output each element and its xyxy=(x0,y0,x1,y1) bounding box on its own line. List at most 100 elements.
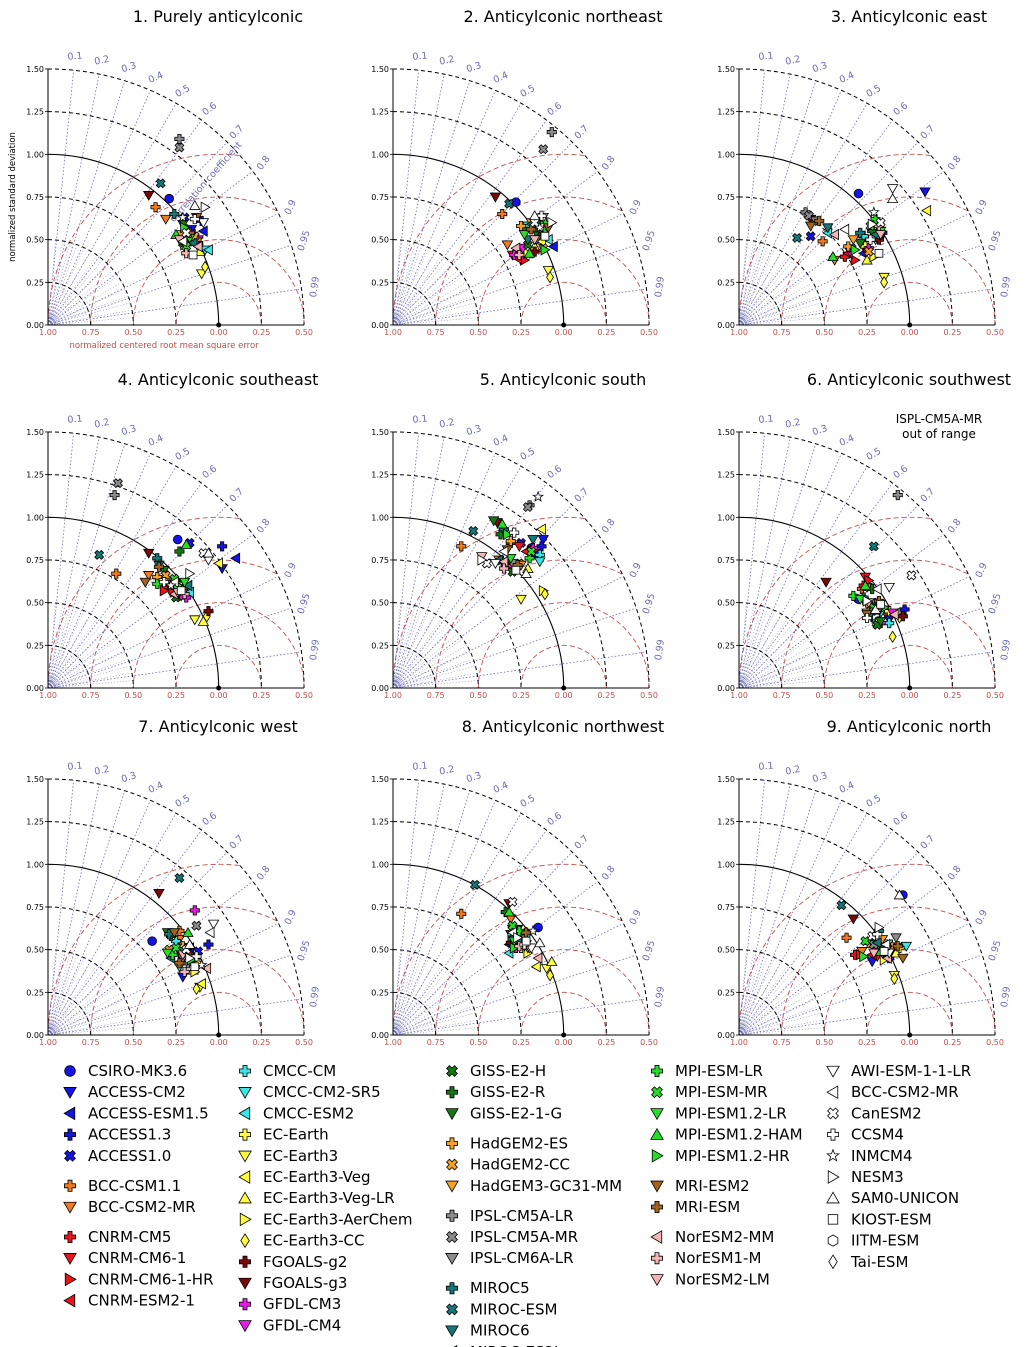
correlation-tick-label: 0.6 xyxy=(200,100,219,118)
data-point-star xyxy=(532,490,545,502)
correlation-minor-line xyxy=(738,651,817,689)
crmse-tick-label: 0.25 xyxy=(167,328,185,337)
crmse-tick-label: 0.50 xyxy=(986,691,1004,700)
correlation-minor-line xyxy=(47,254,98,326)
std-tick-label: 1.50 xyxy=(371,65,389,74)
crmse-arc xyxy=(47,863,240,1035)
legend-label: MPI-ESM1.2-LR xyxy=(675,1104,787,1122)
data-point-triangle-down xyxy=(501,240,514,251)
correlation-tick-label: 0.99 xyxy=(308,639,322,661)
legend-label: CNRM-CM5 xyxy=(88,1228,171,1246)
correlation-minor-line xyxy=(738,627,800,689)
data-point-plus xyxy=(814,215,825,226)
legend-label: IITM-ESM xyxy=(851,1232,919,1250)
legend-item: BCC-CSM1.1 xyxy=(64,1177,181,1195)
legend-marker-circle xyxy=(64,1065,76,1077)
std-tick-label: 1.50 xyxy=(371,428,389,437)
crmse-arc xyxy=(738,153,931,325)
data-point-plus xyxy=(526,224,537,235)
data-point-triangle-down xyxy=(168,928,181,939)
legend-item: EC-Earth3-Veg xyxy=(238,1168,371,1186)
std-arc xyxy=(47,559,177,689)
correlation-tick-label: 0.2 xyxy=(438,417,455,431)
data-point-plus xyxy=(892,490,903,501)
data-point-circle xyxy=(172,534,183,545)
correlation-tick-label: 0.4 xyxy=(492,433,510,449)
legend-label: CNRM-CM6-1 xyxy=(88,1249,186,1267)
correlation-tick-label: 0.2 xyxy=(93,417,110,431)
reference-point xyxy=(561,1032,567,1038)
std-arc xyxy=(392,111,607,326)
std-tick-label: 1.00 xyxy=(371,150,389,159)
data-point-cross xyxy=(836,900,847,911)
correlation-tick-label: 0.5 xyxy=(519,446,538,463)
correlation-tick-label: 0.95 xyxy=(296,592,313,616)
correlation-line xyxy=(47,171,254,326)
crmse-tick-label: 0.75 xyxy=(82,1038,100,1047)
data-point-triangle-down xyxy=(527,535,539,546)
legend-label: CMCC-CM xyxy=(263,1062,336,1080)
correlation-tick-label: 0.95 xyxy=(296,939,313,963)
data-point-plus xyxy=(524,553,535,564)
data-point-triangle-down xyxy=(161,948,174,959)
data-point-triangle-up xyxy=(886,193,899,203)
correlation-tick-label: 0.8 xyxy=(255,154,273,173)
legend-label: CSIRO-MK3.6 xyxy=(88,1062,187,1080)
correlation-minor-line xyxy=(47,1012,131,1036)
legend-item: CSIRO-MK3.6 xyxy=(64,1062,187,1080)
correlation-line xyxy=(47,433,75,689)
correlation-tick-label: 0.95 xyxy=(641,939,658,963)
reference-point xyxy=(561,322,567,328)
correlation-tick-label: 0.4 xyxy=(838,70,856,86)
correlation-line xyxy=(392,504,573,689)
std-tick-label: 1.25 xyxy=(26,818,44,827)
legend-item: EC-Earth3-AerChem xyxy=(239,1210,412,1228)
legend-item: SAM0-UNICON xyxy=(826,1189,959,1207)
data-point-cross xyxy=(112,478,123,489)
crmse-arc xyxy=(477,602,650,688)
std-tick-label: 0.25 xyxy=(717,278,735,287)
data-point-cross xyxy=(863,246,874,257)
data-point-cross xyxy=(174,142,185,153)
legend-label: MPI-ESM-LR xyxy=(675,1062,763,1080)
correlation-line xyxy=(47,80,126,326)
data-point-circle xyxy=(164,193,174,204)
correlation-tick-label: 0.6 xyxy=(545,100,564,118)
correlation-minor-line xyxy=(738,1012,822,1036)
correlation-tick-label: 0.5 xyxy=(174,446,193,463)
legend-item: IPSL-CM5A-MR xyxy=(446,1228,578,1246)
legend-item: EC-Earth3 xyxy=(238,1147,338,1165)
legend-marker-plus xyxy=(651,1201,663,1213)
correlation-minor-line xyxy=(392,957,430,1036)
data-point-diamond xyxy=(201,260,209,274)
correlation-line xyxy=(47,141,228,326)
correlation-line xyxy=(47,607,292,689)
crmse-tick-label: 0.50 xyxy=(124,691,142,700)
legend-marker-square xyxy=(827,1214,839,1225)
correlation-minor-line xyxy=(392,627,454,689)
std-tick-label: 1.50 xyxy=(717,65,735,74)
data-point-triangle-left xyxy=(213,557,224,570)
crmse-tick-label: 0.25 xyxy=(512,328,530,337)
data-point-star xyxy=(867,206,880,218)
std-tick-label: 0.50 xyxy=(717,599,735,608)
correlation-line xyxy=(47,119,202,326)
crmse-tick-label: 0.00 xyxy=(901,328,919,337)
data-point-triangle-down xyxy=(195,269,208,280)
correlation-line xyxy=(392,70,420,326)
correlation-line xyxy=(738,607,983,689)
data-point-triangle-down xyxy=(513,542,526,552)
data-point-triangle-down xyxy=(874,230,887,241)
correlation-tick-label: 0.1 xyxy=(67,413,83,425)
correlation-tick-label: 0.4 xyxy=(147,70,165,86)
correlation-tick-label: 0.9 xyxy=(973,198,989,216)
correlation-line xyxy=(392,171,599,326)
crmse-tick-label: 0.75 xyxy=(773,1038,791,1047)
std-tick-label: 0.50 xyxy=(371,599,389,608)
data-point-triangle-left xyxy=(498,545,509,558)
reference-point xyxy=(907,1032,913,1038)
data-point-triangle-left xyxy=(197,225,208,237)
legend-marker-triangle-up xyxy=(238,1191,252,1204)
correlation-minor-line xyxy=(738,957,776,1036)
std-tick-label: 0.00 xyxy=(26,321,44,330)
